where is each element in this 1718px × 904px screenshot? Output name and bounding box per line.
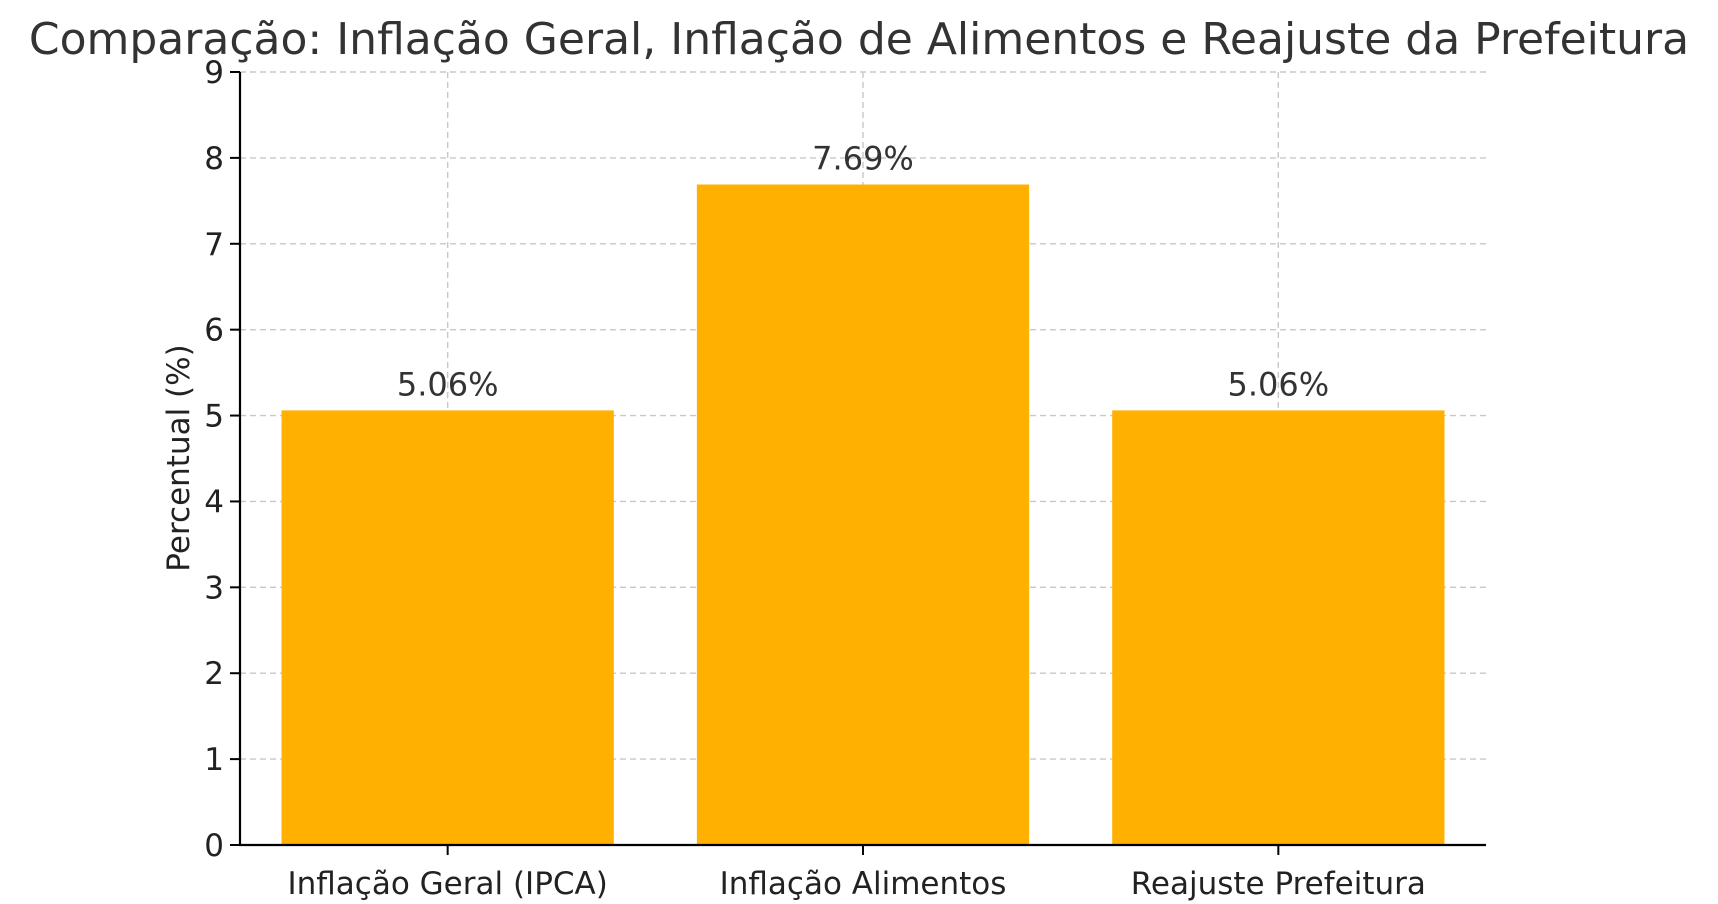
y-tick-label: 5 <box>204 399 224 435</box>
bar <box>1112 410 1445 845</box>
y-tick-label: 0 <box>204 828 224 864</box>
y-tick-label: 3 <box>204 570 224 606</box>
labels-layer: 0 1 2 3 4 5 6 7 8 9 5.06% 7.69% 5.06% Inflação Geral … <box>204 55 1426 902</box>
y-tick-label: 6 <box>204 313 224 349</box>
bar-value-label: 7.69% <box>812 140 914 178</box>
axes-layer <box>230 71 1486 855</box>
bar <box>696 184 1030 845</box>
y-tick-label: 2 <box>204 656 224 692</box>
y-tick-label: 8 <box>204 141 224 177</box>
y-tick-label: 4 <box>204 484 224 520</box>
bar-value-label: 5.06% <box>1228 365 1330 403</box>
bar <box>281 410 614 845</box>
x-tick-label: Inflação Geral (IPCA) <box>287 866 607 902</box>
y-axis-label: Percentual (%) <box>161 344 197 571</box>
bar-value-label: 5.06% <box>397 365 499 403</box>
chart-title: Comparação: Inflação Geral, Inflação de … <box>29 14 1689 65</box>
x-tick-label: Inflação Alimentos <box>720 866 1007 902</box>
y-tick-label: 9 <box>204 55 224 91</box>
x-tick-label: Reajuste Prefeitura <box>1131 866 1426 902</box>
y-tick-label: 7 <box>204 227 224 263</box>
y-tick-label: 1 <box>204 742 224 778</box>
bars-layer <box>281 184 1445 845</box>
